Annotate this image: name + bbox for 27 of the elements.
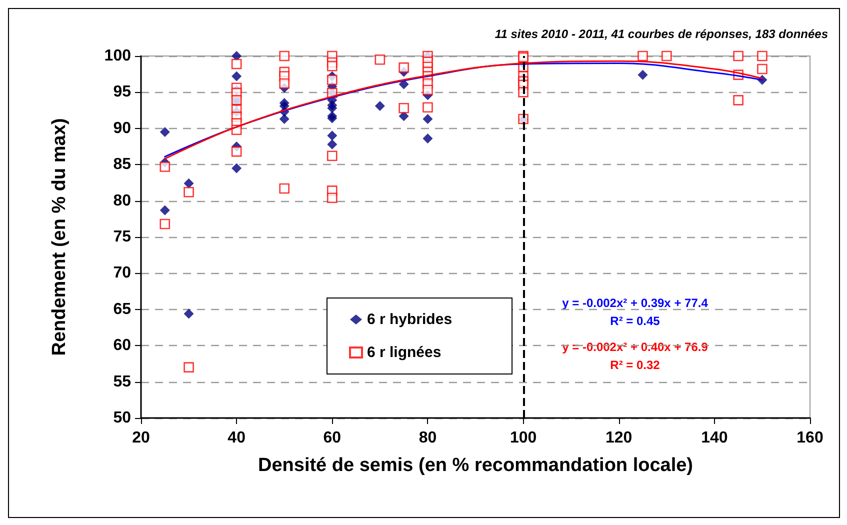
annotation: R² = 0.45 (610, 314, 660, 328)
x-tick-label: 60 (323, 430, 342, 446)
y-tick-label: 80 (113, 192, 132, 210)
x-tick-label: 20 (132, 430, 150, 446)
annotation: y = -0.002x² + 0.39x + 77.4 (562, 296, 708, 310)
x-tick-label: 140 (701, 430, 728, 446)
x-tick-label: 160 (796, 430, 824, 446)
y-tick-label: 50 (113, 410, 132, 426)
y-tick-label: 90 (113, 120, 132, 137)
legend-label: 6 r lignées (367, 344, 442, 361)
x-tick-label: 120 (606, 430, 632, 446)
x-axis-title: Densité de semis (en % recommandation locale) (258, 455, 694, 476)
y-tick-label: 85 (113, 156, 132, 174)
text: 11 sites 2010 - 2011, 41 courbes de réponses, 183 données (494, 27, 828, 41)
annotation: R² = 0.32 (610, 358, 660, 372)
y-tick-label: 70 (113, 264, 132, 282)
y-tick-label: 100 (104, 48, 132, 64)
y-tick-label: 60 (113, 337, 132, 354)
y-tick-label: 55 (113, 373, 132, 390)
x-tick-label: 40 (228, 430, 246, 446)
x-tick-label: 80 (418, 430, 437, 446)
y-tick-label: 75 (113, 228, 132, 246)
y-tick-label: 65 (113, 300, 132, 318)
y-axis-title: Rendement (en % du max) (49, 118, 70, 356)
legend-label: 6 r hybrides (367, 311, 452, 328)
y-tick-label: 95 (113, 84, 132, 101)
x-tick-label: 100 (510, 430, 537, 446)
